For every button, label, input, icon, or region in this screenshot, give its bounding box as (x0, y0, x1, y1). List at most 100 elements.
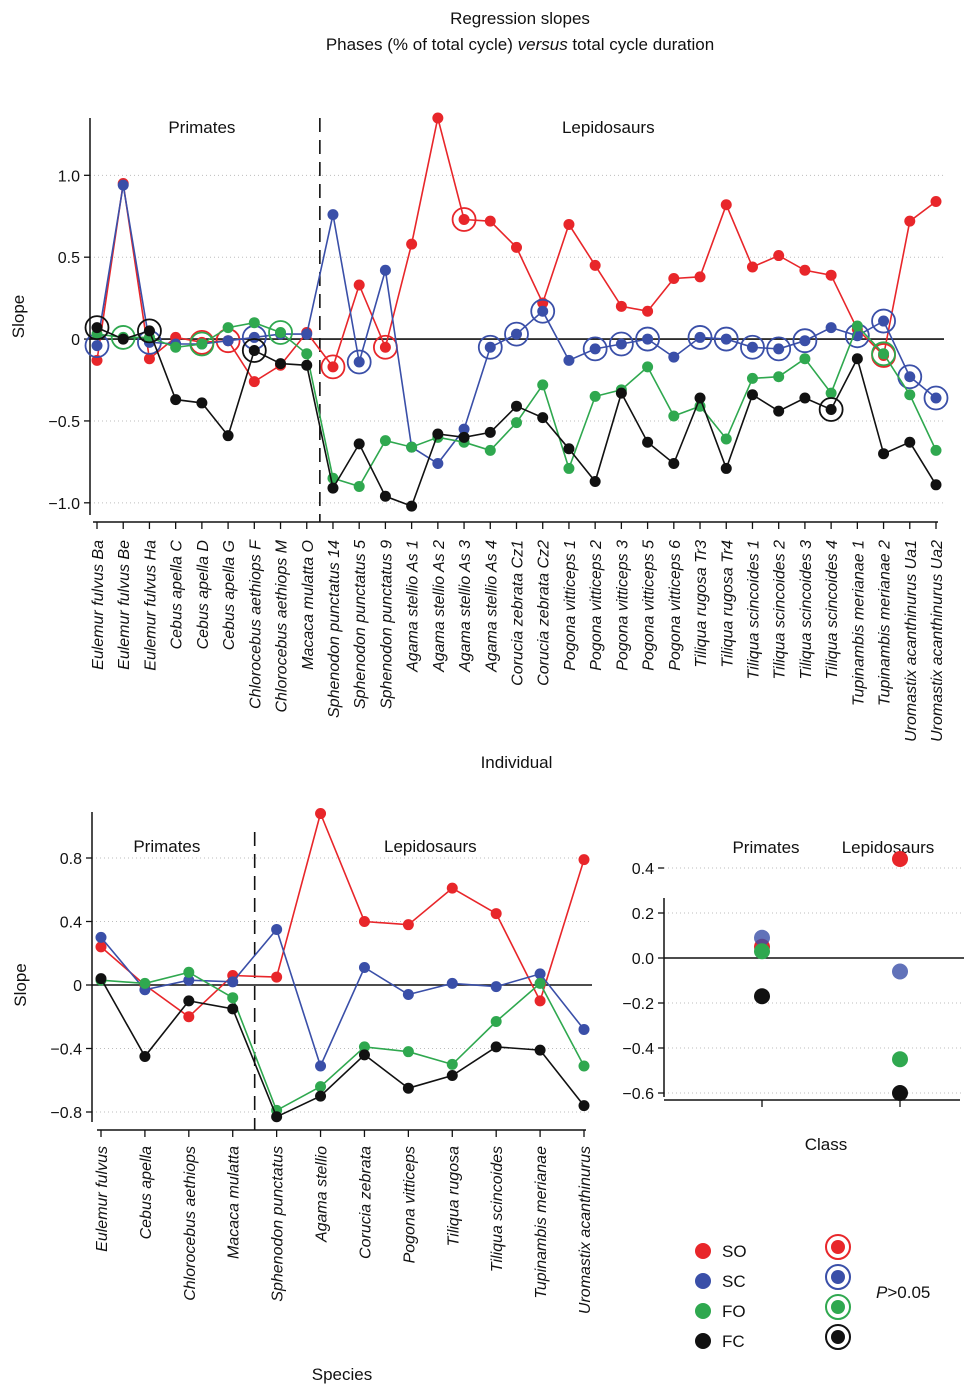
individual-category-pogona-vitticeps-1: Pogona vitticeps 1 (562, 540, 579, 671)
individual-point-sc (117, 179, 129, 191)
individual-point-fc (222, 430, 234, 442)
individual-point-fc (720, 462, 732, 474)
species-point-fc (578, 1100, 590, 1112)
species-series-so-line (100, 810, 585, 1018)
individual-point-so (327, 361, 339, 373)
species-point-sc (534, 968, 546, 980)
individual-point-sc (432, 458, 444, 470)
legend: SO SC FO FC P>0.05 (695, 1234, 930, 1351)
individual-nonsig-ring-sc (871, 308, 896, 334)
individual-point-fc (406, 500, 418, 512)
individual-point-so (642, 305, 654, 317)
species-point-so (490, 908, 502, 920)
individual-category-tiliqua-scincoides-4: Tiliqua scincoides 4 (824, 540, 841, 680)
individual-point-fo (484, 444, 496, 456)
species-point-so (271, 971, 283, 983)
individual-point-fo (406, 441, 418, 453)
individual-nonsig-ring-fc (241, 338, 267, 363)
species-category-macaca-mulatta: Macaca mulatta (226, 1146, 243, 1259)
individual-point-so (589, 259, 601, 271)
species-series-sc-line (100, 927, 585, 1069)
class-ytick-label: 0.2 (632, 906, 654, 923)
species-point-so (578, 854, 590, 866)
individual-point-so (799, 264, 811, 276)
individual-point-sc (91, 340, 103, 352)
individual-point-fc (589, 476, 601, 488)
individual-point-sc (878, 315, 890, 327)
species-category-uromastix-acanthinurus: Uromastix acanthinurus (577, 1146, 594, 1314)
individual-category-uromastix-acanthinurus-ua1: Uromastix acanthinurus Ua1 (903, 540, 920, 742)
species-ytick-label: −0.8 (50, 1105, 82, 1122)
individual-point-sc (615, 338, 627, 350)
individual-point-sc (589, 343, 601, 355)
individual-point-fo (825, 387, 837, 399)
species-point-fo (315, 1081, 327, 1093)
individual-point-fc (668, 458, 680, 470)
individual-category-tiliqua-scincoides-1: Tiliqua scincoides 1 (745, 540, 762, 679)
individual-category-sphenodon-punctatus-14: Sphenodon punctatus 14 (326, 540, 343, 718)
class-ytick-label: 0.0 (632, 951, 654, 968)
species-point-fo (446, 1058, 458, 1070)
individual-nonsig-ring-sc (346, 349, 372, 375)
individual-category-tiliqua-rugosa-tr4: Tiliqua rugosa Tr4 (719, 540, 736, 668)
individual-point-fo (248, 317, 260, 329)
individual-point-fc (248, 345, 260, 357)
individual-category-macaca-mulatta-o: Macaca mulatta O (300, 540, 317, 670)
individual-category-uromastix-acanthinurus-ua2: Uromastix acanthinurus Ua2 (929, 540, 946, 742)
individual-point-sc (642, 333, 654, 345)
species-point-fc (95, 973, 107, 985)
individual-point-so (248, 376, 260, 388)
class-point-sc (754, 929, 770, 946)
individual-point-sc (825, 322, 837, 334)
legend-label-fc: FC (722, 1332, 745, 1351)
individual-point-fc (851, 353, 863, 365)
individual-point-fc (275, 358, 287, 370)
individual-series-fc-line (96, 326, 937, 508)
individual-ytick-label: 1.0 (58, 168, 80, 185)
individual-point-fo (353, 480, 365, 492)
species-chart: −0.8 −0.4 0 0.4 0.8 Primates Lepidosaurs Eulemu… (11, 808, 594, 1384)
individual-category-tupinambis-merianae-2: Tupinambis merianae 2 (877, 540, 894, 706)
species-point-sc (315, 1060, 327, 1072)
individual-point-fo (930, 444, 942, 456)
species-point-so (534, 995, 546, 1007)
individual-nonsig-ring-sc (635, 326, 660, 352)
individual-point-so (930, 196, 942, 208)
legend-swatch-fo (695, 1303, 711, 1319)
species-group-label-primates: Primates (133, 837, 200, 856)
individual-category-sphenodon-punctatus-5: Sphenodon punctatus 5 (352, 540, 369, 709)
individual-point-fo (746, 372, 758, 384)
individual-point-so (668, 272, 680, 284)
individual-point-fc (432, 428, 444, 440)
individual-point-sc (301, 328, 313, 340)
legend-nonsig-so (825, 1234, 851, 1260)
individual-point-so (904, 215, 916, 227)
individual-point-fo (379, 435, 391, 447)
legend-nonsig-fo (825, 1294, 851, 1320)
individual-point-fo (799, 353, 811, 365)
individual-point-fc (143, 325, 155, 337)
species-point-fc (227, 1003, 239, 1015)
individual-point-fc (878, 448, 890, 460)
species-point-fc (358, 1049, 370, 1061)
individual-point-sc (668, 351, 680, 363)
individual-point-fo (904, 389, 916, 401)
species-point-sc (227, 976, 239, 988)
species-category-agama-stellio: Agama stellio (314, 1146, 331, 1243)
individual-category-corucia-zebrata-cz1: Corucia zebrata Cz1 (510, 540, 527, 686)
individual-category-cebus-apella-g: Cebus apella G (221, 540, 238, 650)
legend-swatch-fc (695, 1333, 711, 1349)
individual-category-agama-stellio-as-3: Agama stellio As 3 (457, 540, 474, 673)
individual-point-sc (930, 392, 942, 404)
individual-point-so (746, 261, 758, 273)
individual-point-fc (484, 426, 496, 438)
individual-point-sc (327, 209, 339, 221)
species-category-sphenodon-punctatus: Sphenodon punctatus (270, 1146, 287, 1302)
title-line1: Regression slopes (450, 9, 590, 28)
individual-point-fo (851, 320, 863, 332)
species-group-label-lepidosaurs: Lepidosaurs (384, 837, 477, 856)
individual-nonsig-ring-sc (582, 336, 608, 362)
individual-category-eulemur-fulvus-be: Eulemur fulvus Be (116, 540, 133, 670)
individual-point-sc (694, 331, 706, 343)
